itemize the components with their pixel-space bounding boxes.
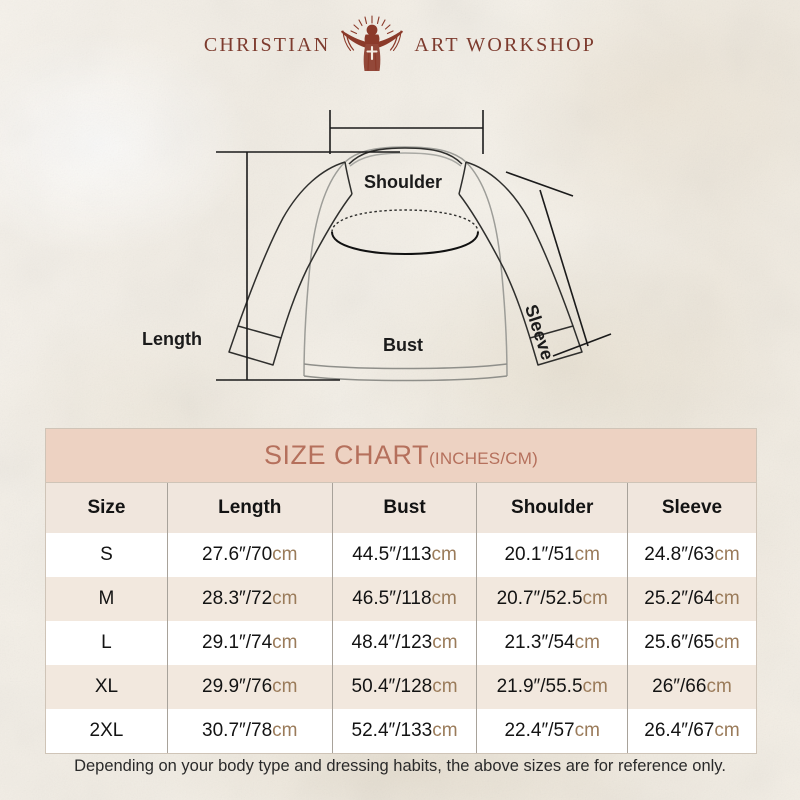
cell-sleeve: 25.6″/65cm xyxy=(644,632,740,653)
cell-shoulder: 21.9″/55.5cm xyxy=(476,665,628,709)
cell-size: L xyxy=(46,621,168,665)
cell-sleeve: 26.4″/67cm xyxy=(644,720,740,741)
cell-length: 29.9″/76cm xyxy=(167,665,333,709)
cell-size: 2XL xyxy=(46,709,168,753)
cell-length: 27.6″/70cm xyxy=(167,533,333,577)
size-chart: SIZE CHART(INCHES/CM) Size Length Bust S… xyxy=(45,428,757,754)
size-table: Size Length Bust Shoulder Sleeve S 27.6″… xyxy=(46,483,756,753)
column-header-shoulder: Shoulder xyxy=(476,483,628,533)
table-row: 2XL 30.7″/78cm 52.4″/133cm 22.4″/57cm 26… xyxy=(46,709,756,753)
brand-logo: CHRISTIAN xyxy=(0,14,800,76)
cell-bust: 48.4″/123cm xyxy=(332,621,478,665)
size-chart-title: SIZE CHART(INCHES/CM) xyxy=(46,429,756,483)
table-row: M 28.3″/72cm 46.5″/118cm 20.7″/52.5cm 25… xyxy=(46,577,756,621)
table-row: XL 29.9″/76cm 50.4″/128cm 21.9″/55.5cm 2… xyxy=(46,665,756,709)
column-header-size: Size xyxy=(46,483,168,533)
cell-shoulder: 22.4″/57cm xyxy=(476,709,628,753)
size-chart-title-main: SIZE CHART xyxy=(264,440,430,470)
bust-measure-ellipse xyxy=(331,209,479,256)
diagram-label-shoulder: Shoulder xyxy=(364,172,443,192)
cell-length: 30.7″/78cm xyxy=(167,709,333,753)
cell-length: 28.3″/72cm xyxy=(167,577,333,621)
diagram-label-bust: Bust xyxy=(383,335,423,355)
table-header-row: Size Length Bust Shoulder Sleeve xyxy=(46,483,756,533)
cell-sleeve: 24.8″/63cm xyxy=(644,544,740,565)
cell-bust: 44.5″/113cm xyxy=(332,533,478,577)
length-measure-line xyxy=(216,151,400,381)
sleeve-outline xyxy=(228,147,583,366)
cell-bust: 50.4″/128cm xyxy=(332,665,478,709)
garment-measurement-diagram: Shoulder Length Bust Sleeve xyxy=(0,84,800,414)
cell-shoulder: 20.7″/52.5cm xyxy=(476,577,628,621)
column-header-sleeve: Sleeve xyxy=(627,483,756,533)
cell-bust: 52.4″/133cm xyxy=(332,709,478,753)
disclaimer-note: Depending on your body type and dressing… xyxy=(74,757,726,775)
brand-word-left: CHRISTIAN xyxy=(203,33,331,56)
cell-shoulder: 20.1″/51cm xyxy=(476,533,628,577)
size-chart-title-units: (INCHES/CM) xyxy=(429,449,538,468)
column-header-length: Length xyxy=(167,483,333,533)
table-row: S 27.6″/70cm 44.5″/113cm 20.1″/51cm 24.8… xyxy=(46,533,756,577)
cell-bust: 46.5″/118cm xyxy=(332,577,478,621)
table-row: L 29.1″/74cm 48.4″/123cm 21.3″/54cm 25.6… xyxy=(46,621,756,665)
shoulder-measure-line xyxy=(329,110,484,154)
cell-size: XL xyxy=(46,665,168,709)
brand-word-right: ART WORKSHOP xyxy=(414,33,597,56)
christ-figure-emblem-icon xyxy=(341,15,404,71)
sweatshirt-outline xyxy=(303,146,508,382)
cell-sleeve: 26″/66cm xyxy=(652,676,732,697)
diagram-label-length: Length xyxy=(142,329,202,349)
cell-length: 29.1″/74cm xyxy=(167,621,333,665)
sleeve-measure-line xyxy=(505,171,612,357)
cell-size: M xyxy=(46,577,168,621)
column-header-bust: Bust xyxy=(332,483,478,533)
cell-size: S xyxy=(46,533,168,577)
cell-shoulder: 21.3″/54cm xyxy=(476,621,628,665)
cell-sleeve: 25.2″/64cm xyxy=(644,588,740,609)
